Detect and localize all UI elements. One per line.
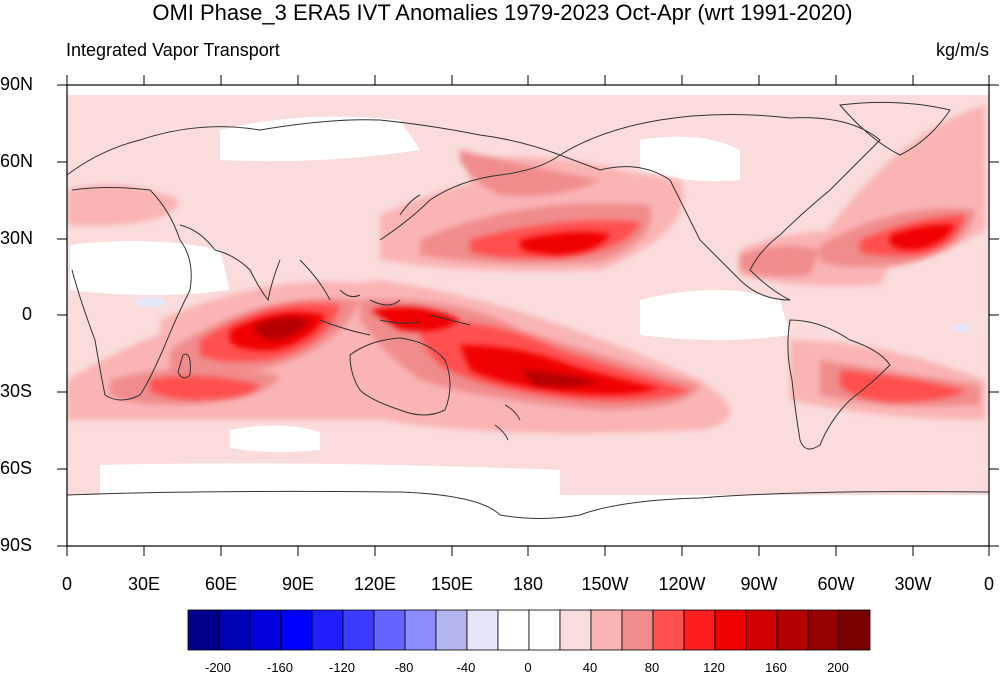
colorbar-box xyxy=(249,609,282,651)
colorbar-box xyxy=(435,609,468,651)
colorbar-box xyxy=(497,609,530,651)
colorbar-box xyxy=(466,609,499,651)
coastlines xyxy=(67,101,989,519)
lat-label-30n: 30N xyxy=(0,228,34,248)
lon-label-90e: 90E xyxy=(281,574,315,594)
lon-label-60w: 60W xyxy=(817,574,855,594)
colorbar-box xyxy=(807,609,840,651)
anomaly-field xyxy=(67,85,989,546)
lon-label-30e: 30E xyxy=(127,574,161,594)
chart-title: OMI Phase_3 ERA5 IVT Anomalies 1979-2023… xyxy=(152,0,853,25)
colorbar-label: -120 xyxy=(328,660,356,675)
colorbar-label: -40 xyxy=(456,660,476,675)
colorbar-label: 120 xyxy=(703,660,725,675)
lon-label-30w: 30W xyxy=(894,574,932,594)
colorbar-label: 0 xyxy=(524,660,532,675)
variable-label: Integrated Vapor Transport xyxy=(66,40,280,60)
colorbar-box xyxy=(280,609,313,651)
colorbar-box xyxy=(404,609,437,651)
lon-label-0-east: 0 xyxy=(983,574,994,594)
lat-label-60s: 60S xyxy=(0,458,33,478)
colorbar-label: -200 xyxy=(204,660,232,675)
colorbar-label: -160 xyxy=(266,660,294,675)
colorbar-label: 160 xyxy=(765,660,787,675)
colorbar-box xyxy=(373,609,406,651)
axis-ticks xyxy=(57,75,999,556)
lat-label-30s: 30S xyxy=(0,381,33,401)
colorbar-box xyxy=(621,609,654,651)
colorbar-box xyxy=(683,609,716,651)
colorbar-box xyxy=(745,609,778,651)
colorbar-label: 200 xyxy=(827,660,849,675)
lat-label-eq: 0 xyxy=(22,304,33,324)
colorbar-box xyxy=(342,609,375,651)
lon-label-90w: 90W xyxy=(740,574,778,594)
colorbar-box xyxy=(652,609,685,651)
lon-label-150w: 150W xyxy=(581,574,629,594)
lon-label-150e: 150E xyxy=(430,574,474,594)
colorbar-box xyxy=(187,609,220,651)
colorbar-box xyxy=(590,609,623,651)
colorbar-label: 40 xyxy=(582,660,598,675)
colorbar-label: 80 xyxy=(644,660,660,675)
colorbar-box xyxy=(776,609,809,651)
colorbar-box xyxy=(218,609,251,651)
lon-label-60e: 60E xyxy=(204,574,238,594)
colorbar-label: -80 xyxy=(394,660,414,675)
colorbar-box xyxy=(528,609,561,651)
colorbar xyxy=(187,609,871,651)
units-label: kg/m/s xyxy=(935,40,989,60)
lon-label-120w: 120W xyxy=(658,574,706,594)
lat-label-90s: 90S xyxy=(0,535,33,555)
lat-label-90n: 90N xyxy=(0,74,34,94)
lon-label-180: 180 xyxy=(512,574,544,594)
colorbar-box xyxy=(311,609,344,651)
colorbar-box xyxy=(714,609,747,651)
colorbar-box xyxy=(559,609,592,651)
lon-label-0: 0 xyxy=(61,574,72,594)
lon-label-120e: 120E xyxy=(353,574,397,594)
colorbar-box xyxy=(838,609,871,651)
lat-label-60n: 60N xyxy=(0,151,34,171)
